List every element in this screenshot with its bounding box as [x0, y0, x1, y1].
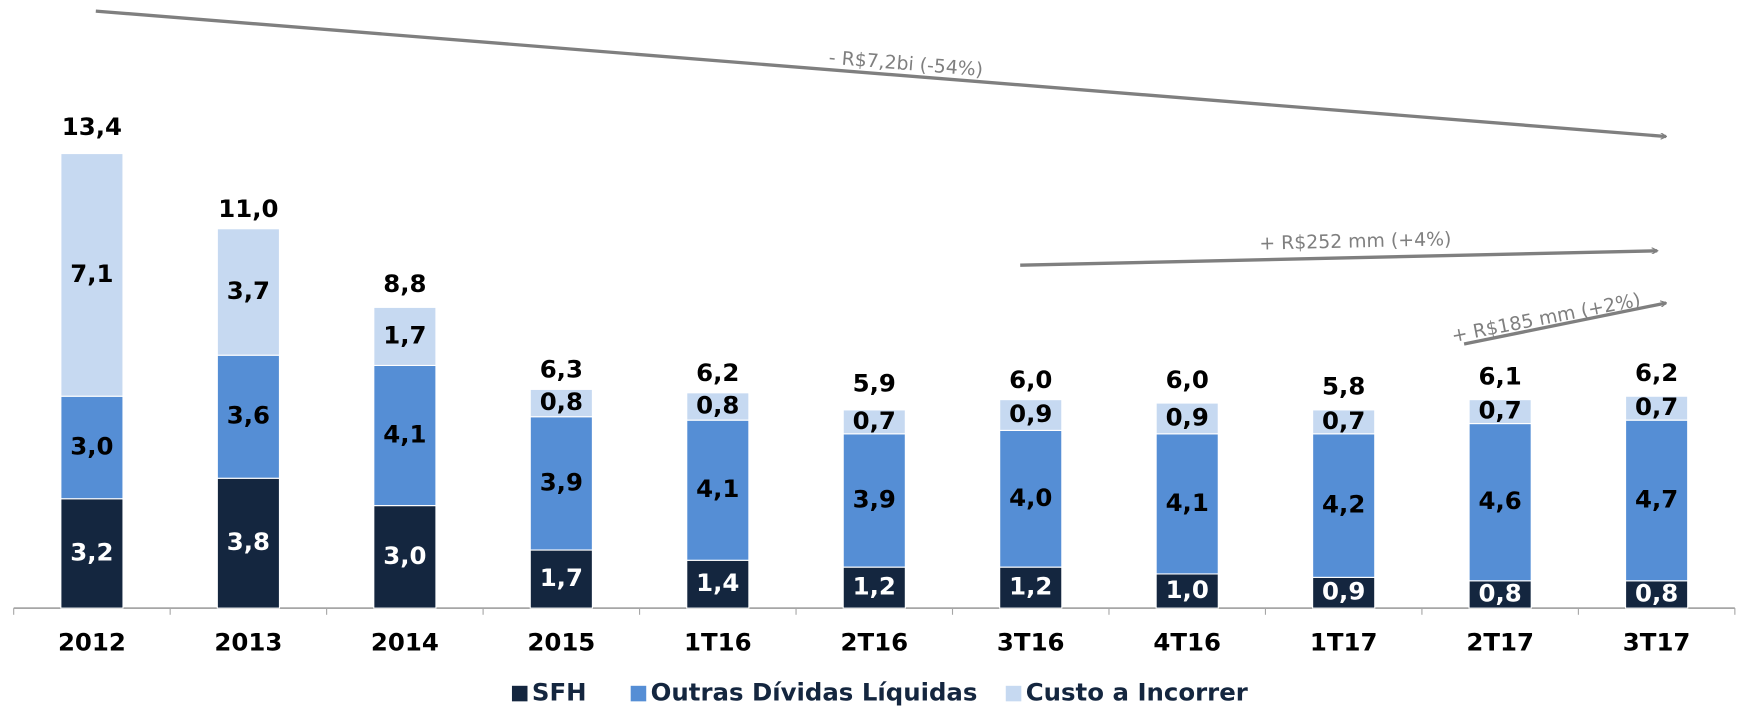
data-label: 0,7	[1635, 392, 1678, 421]
legend-label: SFH	[532, 678, 587, 707]
bar-segment	[373, 306, 437, 367]
data-label: 0,9	[1322, 577, 1365, 606]
legend-swatch	[1005, 685, 1022, 702]
x-tick-label: 3T17	[1623, 628, 1691, 657]
total-label: 6,1	[1479, 361, 1522, 390]
bar-segment	[216, 228, 281, 356]
bar-segment	[529, 388, 593, 418]
bar-segment	[1468, 399, 1532, 425]
legend-label: Custo a Incorrer	[1026, 678, 1248, 707]
total-label: 6,2	[1635, 358, 1678, 387]
bar-segment	[529, 416, 593, 551]
data-label: 0,8	[540, 387, 583, 416]
bar-segment	[1624, 395, 1689, 421]
total-label: 11,0	[218, 194, 278, 223]
data-label: 0,7	[853, 406, 896, 435]
x-tick-label: 2015	[527, 628, 595, 657]
x-tick-label: 1T16	[684, 628, 752, 657]
data-label: 1,0	[1166, 575, 1209, 604]
legend-swatch	[630, 685, 647, 702]
data-label: 1,7	[383, 320, 426, 349]
data-label: 3,7	[227, 276, 270, 305]
bar-segment	[529, 549, 593, 609]
data-label: 4,6	[1479, 486, 1522, 515]
bar-segment	[1468, 580, 1532, 609]
data-label: 0,9	[1009, 399, 1052, 428]
bar-segment	[373, 364, 437, 507]
bar-segment	[1155, 433, 1219, 575]
trend-arrow	[1020, 251, 1657, 267]
data-label: 3,0	[70, 431, 113, 460]
bar-segment	[842, 409, 906, 435]
data-label: 0,8	[1635, 578, 1678, 607]
x-tick-label: 2013	[214, 628, 282, 657]
x-tick-label: 2T16	[840, 628, 908, 657]
data-label: 4,7	[1635, 484, 1678, 513]
data-label: 1,7	[540, 563, 583, 592]
bar-segment	[999, 429, 1063, 568]
bar-segment	[373, 505, 437, 609]
bar-segment	[1155, 402, 1219, 435]
total-label: 6,2	[696, 358, 739, 387]
total-label: 5,8	[1322, 372, 1365, 401]
data-label: 0,7	[1322, 406, 1365, 435]
data-label: 3,2	[70, 537, 113, 566]
total-label: 6,3	[540, 355, 583, 384]
annotation: + R$185 mm (+2%)	[1450, 289, 1643, 347]
total-label: 13,4	[62, 112, 122, 141]
total-label: 8,8	[383, 269, 426, 298]
total-label: 5,9	[853, 368, 896, 397]
trend-arrow	[95, 9, 1666, 136]
data-label: 1,4	[696, 568, 739, 597]
x-tick-label: 4T16	[1153, 628, 1221, 657]
total-label: 6,0	[1009, 365, 1052, 394]
bar-segment	[1312, 433, 1376, 578]
legend-label: Outras Dívidas Líquidas	[651, 678, 978, 707]
legend-swatch	[511, 685, 528, 702]
data-label: 4,2	[1322, 490, 1365, 519]
bar-segment	[686, 419, 750, 561]
x-tick-label: 2012	[58, 628, 126, 657]
data-label: 4,0	[1009, 483, 1052, 512]
data-label: 0,8	[696, 390, 739, 419]
bar-segment	[842, 566, 906, 609]
data-label: 3,9	[853, 484, 896, 513]
bar-segment	[1312, 409, 1376, 435]
annotation: + R$252 mm (+4%)	[1259, 228, 1452, 254]
x-tick-label: 3T16	[997, 628, 1065, 657]
bar-segment	[60, 395, 124, 500]
data-label: 4,1	[1166, 488, 1209, 517]
bar-segment	[999, 566, 1063, 609]
bar-segment	[1624, 580, 1689, 609]
data-label: 3,9	[540, 467, 583, 496]
bar-segment	[60, 498, 124, 609]
total-label: 6,0	[1166, 365, 1209, 394]
x-tick-label: 1T17	[1310, 628, 1378, 657]
bar-segment	[999, 399, 1063, 431]
bar-segment	[1468, 423, 1532, 582]
data-label: 0,7	[1479, 396, 1522, 425]
bar-segment	[1624, 419, 1689, 582]
bar-segment	[686, 392, 750, 421]
x-tick-label: 2T17	[1466, 628, 1534, 657]
data-label: 0,8	[1479, 578, 1522, 607]
bar-segment	[1155, 573, 1219, 609]
data-label: 4,1	[696, 474, 739, 503]
data-label: 1,2	[1009, 572, 1052, 601]
data-label: 4,1	[383, 420, 426, 449]
bar-segment	[60, 152, 124, 397]
data-label: 1,2	[853, 572, 896, 601]
bar-segment	[842, 433, 906, 568]
data-label: 3,0	[383, 541, 426, 570]
x-tick-label: 2014	[371, 628, 439, 657]
bar-segment	[216, 354, 281, 479]
data-label: 0,9	[1166, 402, 1209, 431]
data-label: 3,6	[227, 401, 270, 430]
data-label: 7,1	[70, 259, 113, 288]
data-label: 3,8	[227, 527, 270, 556]
trend-arrow	[1463, 303, 1666, 346]
